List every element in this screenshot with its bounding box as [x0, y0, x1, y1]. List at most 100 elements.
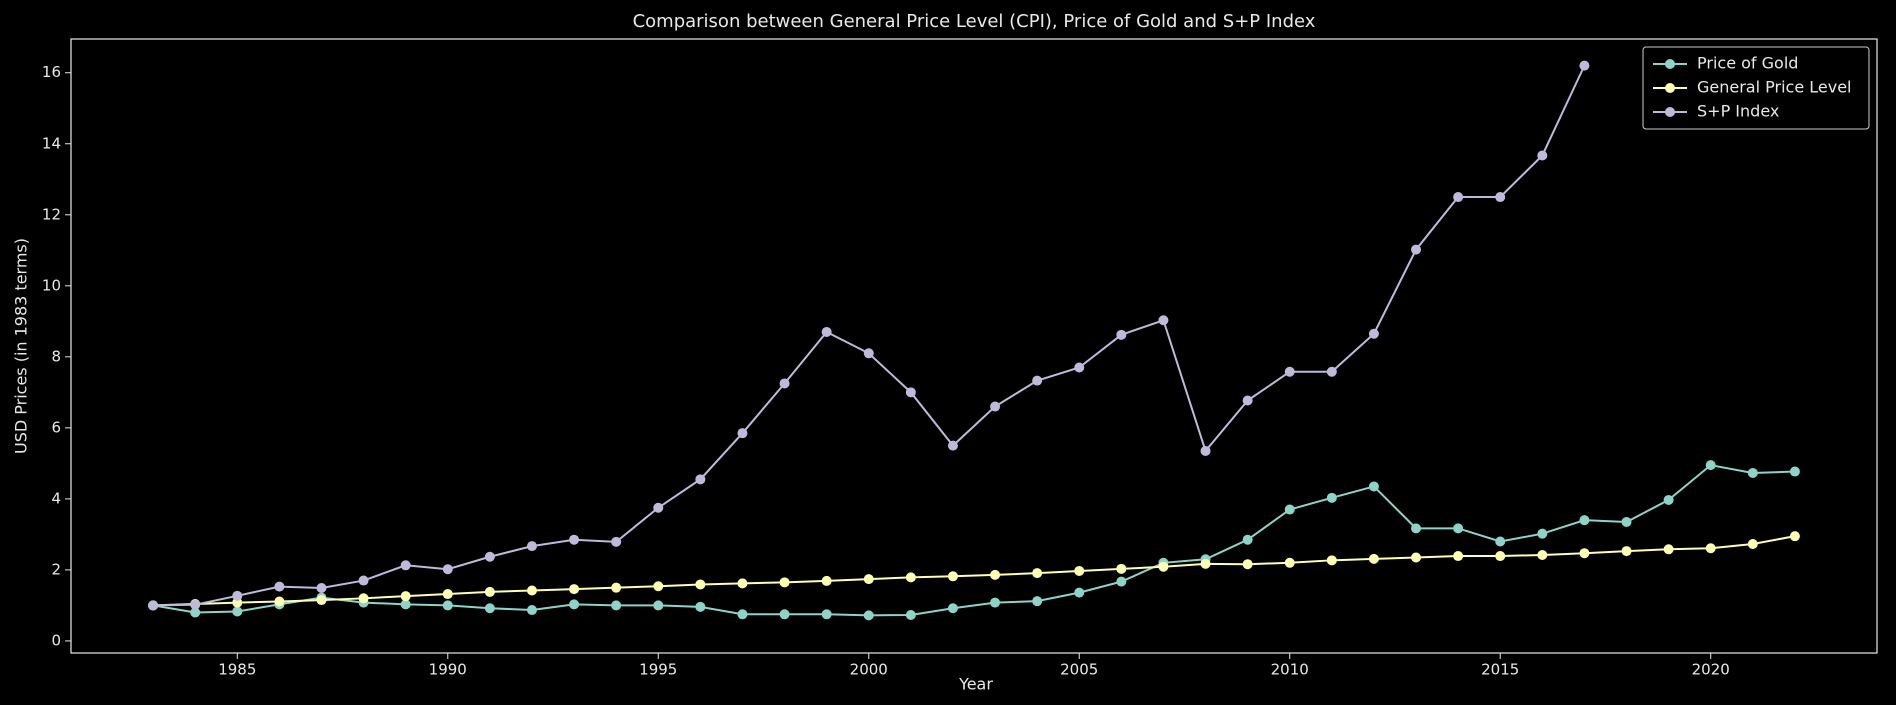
data-point — [484, 586, 495, 597]
data-point — [190, 607, 201, 618]
data-point — [1326, 366, 1337, 377]
data-point — [695, 579, 706, 590]
data-point — [1284, 557, 1295, 568]
x-tick-label: 2010 — [1271, 661, 1309, 679]
x-tick-label: 2015 — [1481, 661, 1519, 679]
legend-marker — [1665, 107, 1675, 117]
y-tick-label: 0 — [51, 631, 61, 649]
data-point — [526, 605, 537, 616]
x-tick-label: 1985 — [218, 661, 256, 679]
data-point — [990, 401, 1001, 412]
data-point — [1789, 531, 1800, 542]
data-point — [316, 583, 327, 594]
data-point — [611, 582, 622, 593]
data-point — [1368, 328, 1379, 339]
data-point — [1032, 568, 1043, 579]
data-point — [526, 541, 537, 552]
legend-marker — [1665, 59, 1675, 69]
data-point — [1579, 60, 1590, 71]
data-point — [569, 584, 580, 595]
data-point — [1537, 528, 1548, 539]
data-point — [863, 610, 874, 621]
data-point — [1537, 150, 1548, 161]
data-point — [358, 593, 369, 604]
data-point — [905, 387, 916, 398]
data-point — [821, 326, 832, 337]
y-tick-label: 16 — [42, 63, 61, 81]
data-point — [695, 601, 706, 612]
data-point — [695, 474, 706, 485]
data-point — [1116, 329, 1127, 340]
y-tick-label: 2 — [51, 560, 61, 578]
data-point — [821, 575, 832, 586]
data-point — [905, 610, 916, 621]
data-point — [1537, 549, 1548, 560]
data-point — [863, 574, 874, 585]
data-point — [947, 440, 958, 451]
y-tick-label: 6 — [51, 418, 61, 436]
data-point — [1368, 481, 1379, 492]
data-point — [990, 597, 1001, 608]
x-tick-label: 2020 — [1692, 661, 1730, 679]
data-point — [274, 581, 285, 592]
data-point — [821, 609, 832, 620]
data-point — [611, 600, 622, 611]
x-axis-label: Year — [958, 675, 993, 694]
data-point — [190, 599, 201, 610]
data-point — [1242, 559, 1253, 570]
data-point — [611, 536, 622, 547]
y-tick-label: 10 — [42, 276, 61, 294]
data-point — [1747, 467, 1758, 478]
legend: Price of Gold General Price Level S+P Inde… — [1642, 46, 1870, 130]
data-point — [1579, 515, 1590, 526]
data-point — [400, 599, 411, 610]
data-point — [653, 502, 664, 513]
data-point — [990, 569, 1001, 580]
data-point — [737, 609, 748, 620]
data-point — [1326, 492, 1337, 503]
data-point — [1074, 587, 1085, 598]
data-point — [1621, 546, 1632, 557]
legend-marker — [1665, 83, 1675, 93]
data-point — [1200, 558, 1211, 569]
data-point — [1453, 192, 1464, 203]
data-point — [1158, 561, 1169, 572]
data-point — [484, 551, 495, 562]
data-point — [1495, 551, 1506, 562]
data-point — [1411, 244, 1422, 255]
data-point — [1453, 523, 1464, 534]
data-point — [1158, 315, 1169, 326]
data-point — [1284, 366, 1295, 377]
y-tick-label: 8 — [51, 347, 61, 365]
data-point — [1789, 466, 1800, 477]
data-point — [1242, 534, 1253, 545]
data-point — [947, 571, 958, 582]
data-point — [1074, 362, 1085, 373]
x-tick-label: 2000 — [850, 661, 888, 679]
data-point — [1663, 544, 1674, 555]
legend-box — [1642, 46, 1870, 130]
legend-label: General Price Level — [1697, 78, 1852, 97]
data-point — [232, 590, 243, 601]
data-point — [232, 606, 243, 617]
data-point — [1453, 551, 1464, 562]
y-axis-label: USD Prices (in 1983 terms) — [12, 238, 31, 454]
data-point — [1284, 504, 1295, 515]
data-point — [1032, 375, 1043, 386]
data-point — [569, 534, 580, 545]
data-point — [148, 600, 159, 611]
data-point — [1411, 552, 1422, 563]
data-point — [274, 596, 285, 607]
data-point — [442, 589, 453, 600]
data-point — [316, 595, 327, 606]
data-point — [1200, 445, 1211, 456]
data-point — [1116, 563, 1127, 574]
data-point — [1579, 548, 1590, 559]
data-point — [484, 603, 495, 614]
data-point — [779, 609, 790, 620]
data-point — [442, 600, 453, 611]
data-point — [526, 585, 537, 596]
